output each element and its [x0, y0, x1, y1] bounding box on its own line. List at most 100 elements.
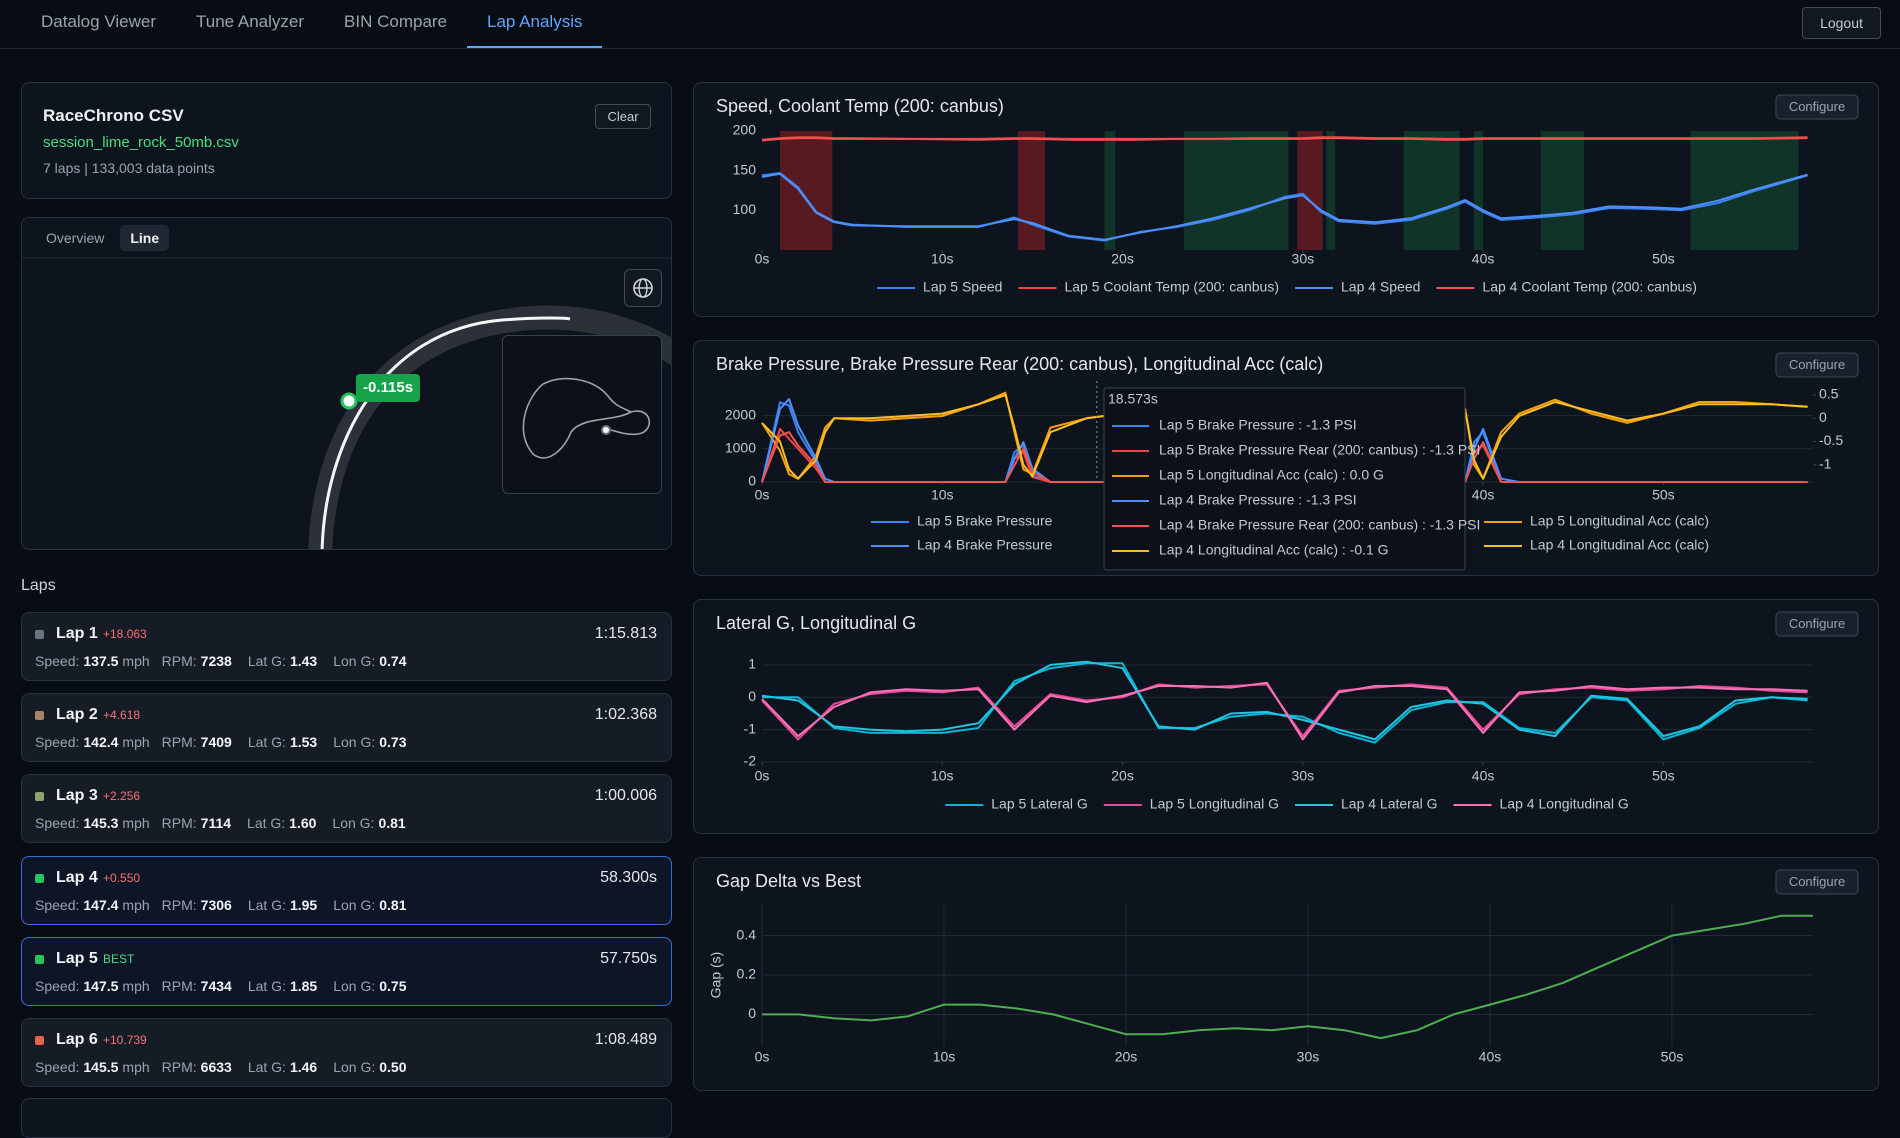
nav-tab[interactable]: Lap Analysis	[467, 0, 603, 48]
shade-band	[780, 131, 833, 250]
lap-delta: +18.063	[103, 627, 147, 641]
lap-time: 1:02.368	[594, 706, 657, 724]
series-line	[761, 660, 1808, 741]
stat-value: 7306	[200, 896, 232, 913]
chart: Gap Delta vs Best Configure 0 0.2 0.4 0s 10s 20…	[708, 869, 1859, 1065]
stat-value: 1.53	[289, 734, 318, 751]
stat-value: 7238	[200, 653, 232, 669]
y-tick-label: -2	[744, 753, 757, 769]
stat-label: Speed:	[35, 734, 80, 751]
nav-tab[interactable]: Tune Analyzer	[195, 12, 305, 31]
globe-icon	[633, 278, 653, 298]
lap-name: Lap 5	[56, 949, 98, 967]
y-axis-label: Gap (s)	[708, 952, 724, 999]
stat-value: 7409	[200, 734, 232, 751]
map-tab[interactable]: Overview	[46, 230, 105, 246]
lap-color	[35, 954, 44, 964]
lap-time: 57.750s	[600, 949, 657, 967]
file-name: session_lime_rock_50mb.csv	[43, 134, 239, 151]
nav-bar: Datalog Viewer Tune Analyzer BIN Compare La…	[0, 0, 1900, 49]
stat-label: Lon G:	[333, 653, 376, 669]
logout-button[interactable]: Logout	[1802, 7, 1881, 39]
configure-label[interactable]: Configure	[1789, 616, 1845, 631]
configure-label[interactable]: Configure	[1789, 99, 1845, 114]
track-map	[22, 257, 671, 549]
series-line	[761, 137, 1808, 142]
lap-stats: Speed: 147.4 mph RPM: 7306 Lat G: 1.95 Lon G: 0.…	[35, 897, 410, 913]
legend-label: Lap 5 Longitudinal G	[1150, 796, 1279, 812]
legend-label: Lap 4 Coolant Temp (200: canbus)	[1482, 279, 1697, 295]
lap-card[interactable]: Lap 2 +4.618 1:02.368 Speed: 142.4 mph RPM: 740…	[21, 693, 672, 763]
chart-title: Brake Pressure, Brake Pressure Rear (200…	[716, 354, 1323, 374]
stat-label: Lon G:	[332, 815, 375, 832]
laps-heading: Laps	[21, 577, 56, 594]
series-line	[761, 681, 1808, 741]
shade-band	[1017, 131, 1046, 250]
mini-track	[522, 377, 651, 459]
racing-line	[320, 316, 571, 549]
file-info: 7 laps | 133,003 data points	[43, 160, 215, 176]
legend-label: Lap 5 Lateral G	[991, 796, 1088, 812]
configure-button[interactable]	[1775, 869, 1859, 895]
y2-tick-label: 0	[1819, 409, 1827, 425]
lap-color	[35, 630, 44, 639]
stat-unit: mph	[122, 1059, 150, 1075]
tab-list: Datalog Viewer Tune Analyzer BIN Compare La…	[21, 0, 603, 48]
series-line	[761, 172, 1808, 241]
configure-label[interactable]: Configure	[1789, 874, 1845, 889]
stat-value: 147.5	[83, 977, 119, 994]
tooltip-row: Lap 4 Brake Pressure Rear (200: canbus) …	[1159, 517, 1480, 533]
configure-button[interactable]	[1775, 352, 1859, 378]
stat-label: Lat G:	[247, 653, 286, 669]
delta-badge: -0.115s	[356, 374, 421, 402]
stat-value: 0.74	[379, 653, 407, 669]
lap-name: Lap 4	[56, 868, 98, 886]
stat-value: 0.81	[379, 896, 407, 913]
x-tick-label: 10s	[933, 1049, 956, 1065]
configure-button[interactable]	[1775, 94, 1859, 120]
configure-button[interactable]	[1775, 611, 1859, 637]
y-tick-label: 200	[733, 122, 757, 138]
x-tick-label: 40s	[1479, 1049, 1502, 1065]
lap-time: 58.300s	[600, 868, 657, 886]
stat-label: Lon G:	[333, 896, 376, 913]
lap-card[interactable]: Lap 3 +2.256 1:00.006 Speed: 145.3 mph RPM: 711…	[21, 774, 672, 844]
lap-name: Lap 3	[56, 787, 98, 805]
legend-label: Lap 4 Lateral G	[1341, 796, 1438, 812]
shade-band	[1183, 131, 1289, 250]
stat-unit: mph	[122, 734, 150, 751]
lap-card[interactable]: Lap 6 +10.739 1:08.489 Speed: 145.5 mph RPM: 66…	[21, 1018, 672, 1087]
configure-label[interactable]: Configure	[1789, 357, 1845, 372]
stat-unit: mph	[122, 977, 150, 994]
stat-label: Speed:	[35, 815, 80, 832]
lap-card[interactable]: Lap 1 +18.063 1:15.813 Speed: 137.5 mph RPM: 72…	[21, 612, 672, 681]
file-card: RaceChrono CSV session_lime_rock_50mb.cs…	[21, 82, 672, 199]
lap-name: Lap 2	[56, 706, 98, 724]
stat-value: 0.50	[379, 1059, 407, 1075]
mini-map	[502, 335, 662, 494]
nav-tab[interactable]: BIN Compare	[344, 12, 448, 31]
map-tab[interactable]: Line	[120, 225, 170, 251]
legend-label: Lap 4 Brake Pressure	[917, 537, 1053, 553]
lap-card[interactable]: Lap 4 +0.550 58.300s Speed: 147.4 mph RPM: 7306…	[21, 855, 672, 925]
nav-tab[interactable]: Datalog Viewer	[41, 12, 156, 31]
shade-band	[1474, 131, 1484, 250]
map-card: Overview Line -0.115s	[21, 217, 672, 550]
x-tick-label: 10s	[931, 487, 954, 503]
stat-value: 0.73	[379, 734, 407, 751]
legend: Lap 5 Speed Lap 5 Coolant Temp (200: canb…	[877, 279, 1697, 295]
lap-card[interactable]: Lap 5 BEST 57.750s Speed: 147.5 mph RPM: 7434 La…	[21, 936, 672, 1006]
x-tick-label: 50s	[1661, 1049, 1684, 1065]
stat-value: 1.85	[289, 977, 318, 994]
clear-button[interactable]: Clear	[595, 104, 651, 129]
x-tick-label: 30s	[1292, 768, 1315, 784]
stat-value: 0.81	[378, 815, 406, 832]
globe-button[interactable]	[624, 269, 662, 307]
x-tick-label: 50s	[1652, 768, 1675, 784]
y-tick-label: 100	[733, 201, 757, 217]
lap-color	[35, 873, 44, 883]
lap-time: 1:08.489	[594, 1031, 657, 1048]
shade-band	[1104, 131, 1116, 250]
position-marker	[340, 392, 358, 410]
stat-value: 6633	[200, 1059, 232, 1075]
